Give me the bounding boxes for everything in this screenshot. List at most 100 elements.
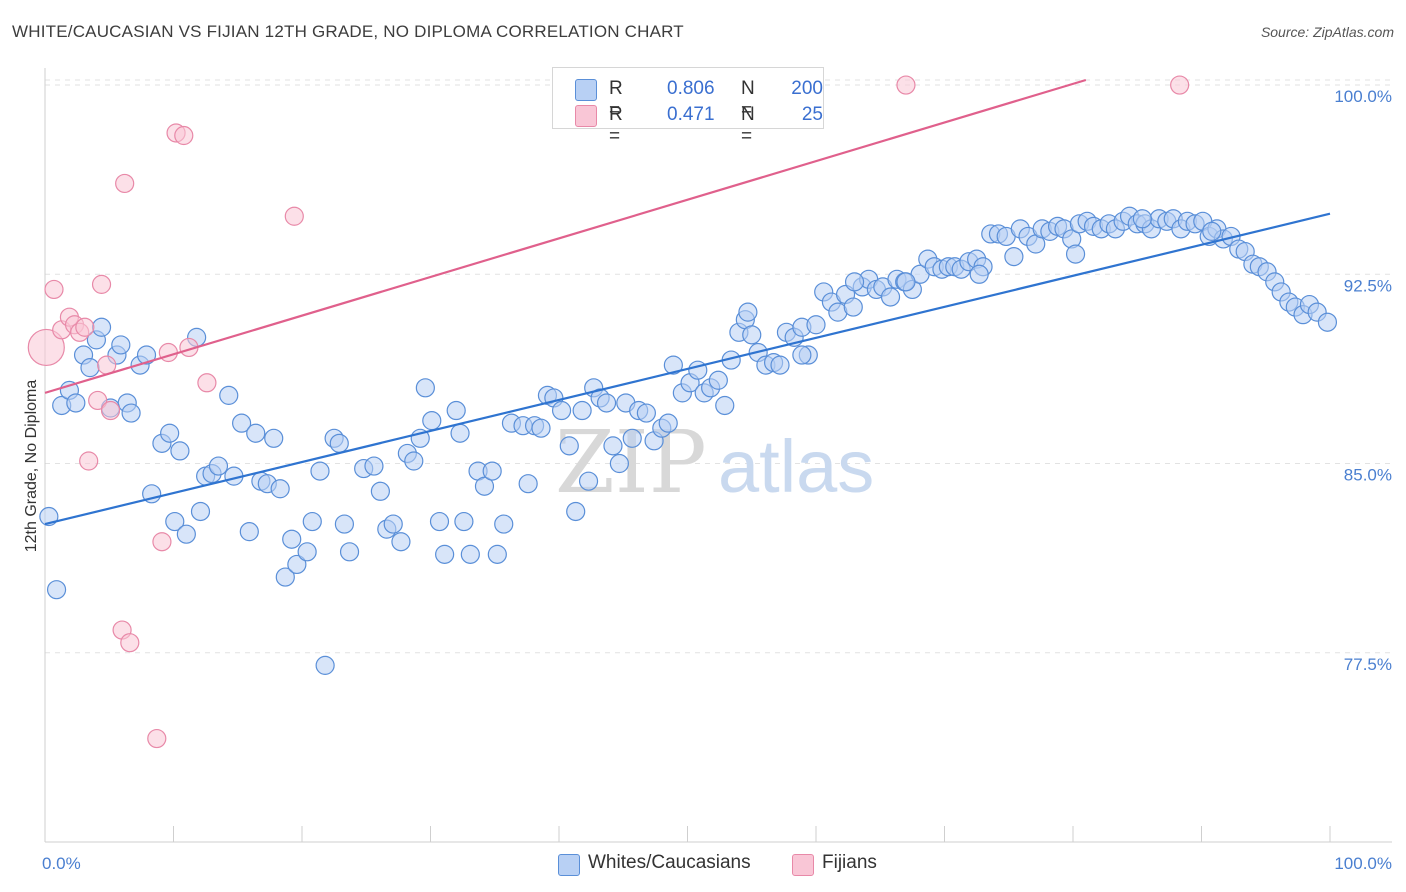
point-fijians	[197, 373, 217, 393]
point-whites	[282, 529, 302, 549]
point-whites	[566, 501, 586, 522]
axes	[44, 68, 1392, 843]
point-whites	[339, 542, 360, 562]
point-whites	[551, 400, 572, 421]
point-whites	[364, 456, 384, 476]
point-whites	[270, 479, 290, 499]
point-fijians	[88, 390, 108, 411]
point-whites	[165, 511, 185, 532]
point-whites	[896, 272, 916, 292]
point-whites	[1132, 209, 1152, 229]
point-whites	[190, 501, 211, 522]
point-whites	[422, 411, 442, 431]
point-whites	[482, 461, 502, 481]
point-whites	[91, 317, 112, 337]
point-whites	[370, 481, 390, 501]
point-whites	[518, 474, 538, 494]
point-whites	[275, 567, 295, 587]
legend-r-value: 0.806	[667, 78, 715, 99]
point-whites	[474, 476, 495, 496]
y-tick-labels: 77.5% 85.0% 92.5% 100.0%	[1334, 87, 1392, 674]
point-whites	[460, 544, 480, 564]
trend-line-whites	[44, 212, 1331, 526]
point-whites	[663, 355, 683, 375]
point-whites	[334, 514, 355, 534]
point-whites	[246, 423, 266, 443]
legend-swatch-blue	[558, 854, 580, 876]
point-whites	[383, 514, 403, 534]
x-tick-label-max: 100.0%	[1334, 854, 1392, 873]
point-whites	[559, 436, 579, 456]
point-fijians	[100, 400, 121, 421]
y-tick-label: 85.0%	[1344, 466, 1392, 485]
point-fijians	[44, 279, 64, 300]
watermark: ZIP atlas	[555, 413, 874, 513]
point-whites	[170, 441, 190, 461]
point-fijians	[147, 728, 167, 749]
point-whites	[603, 436, 623, 456]
point-whites	[1202, 221, 1222, 241]
point-whites	[329, 433, 349, 453]
point-whites	[302, 511, 322, 532]
point-whites	[487, 544, 507, 564]
legend-swatch-blue	[575, 79, 597, 101]
point-fijians	[152, 532, 172, 552]
trend-line-fijians	[44, 78, 1087, 394]
point-whites	[742, 325, 762, 345]
point-whites	[494, 514, 514, 534]
point-whites	[160, 423, 180, 443]
source-credit: Source: ZipAtlas.com	[1260, 24, 1394, 40]
legend-r-value: 0.471	[667, 104, 715, 125]
point-whites	[454, 511, 474, 532]
point-fijians	[79, 451, 99, 471]
point-whites	[738, 302, 758, 322]
legend-r-label: R =	[609, 78, 623, 121]
point-whites	[578, 471, 599, 491]
point-whites	[792, 345, 812, 365]
point-whites	[715, 395, 735, 416]
point-whites	[66, 393, 86, 413]
point-whites	[297, 542, 317, 562]
y-axis-label: 12th Grade, No Diploma	[23, 380, 40, 553]
series-whites-points	[39, 206, 1338, 675]
point-whites	[80, 358, 100, 378]
y-tick-label: 77.5%	[1344, 655, 1392, 674]
point-whites	[264, 428, 284, 448]
point-fijians	[284, 206, 304, 226]
point-whites	[219, 385, 239, 405]
x-tick-label-min: 0.0%	[42, 854, 81, 873]
legend-label-fijians: Fijians	[822, 852, 877, 873]
point-whites	[1004, 247, 1024, 267]
point-whites	[176, 524, 196, 544]
legend-label-whites: Whites/Caucasians	[588, 852, 751, 873]
x-tick-labels: 0.0% 100.0%	[42, 854, 1392, 873]
point-whites	[429, 511, 450, 532]
point-whites	[843, 297, 863, 317]
chart-title: WHITE/CAUCASIAN VS FIJIAN 12TH GRADE, NO…	[12, 22, 684, 41]
legend-swatch-pink	[575, 105, 597, 127]
point-fijians	[115, 173, 135, 194]
legend-n-label: N =	[741, 78, 755, 121]
point-whites	[622, 428, 642, 448]
y-tick-label: 100.0%	[1334, 87, 1392, 106]
point-whites	[658, 413, 678, 433]
point-whites	[844, 272, 865, 292]
point-whites	[806, 315, 826, 335]
point-whites	[136, 345, 157, 365]
point-whites	[239, 522, 259, 542]
point-whites	[391, 532, 411, 552]
point-whites	[450, 423, 470, 443]
legend-swatch-pink	[792, 854, 814, 876]
point-whites	[121, 403, 141, 423]
point-whites	[880, 287, 901, 307]
point-whites	[596, 393, 617, 413]
point-fijians	[174, 125, 194, 146]
point-whites	[609, 453, 629, 474]
point-whites	[435, 544, 455, 564]
legend-n-value: 200	[791, 78, 823, 99]
point-whites	[1317, 312, 1338, 332]
point-whites	[636, 403, 656, 423]
correlation-legend: R = 0.806 N = 200 R = 0.471 N = 25	[552, 67, 824, 147]
watermark-atlas: atlas	[718, 425, 874, 508]
